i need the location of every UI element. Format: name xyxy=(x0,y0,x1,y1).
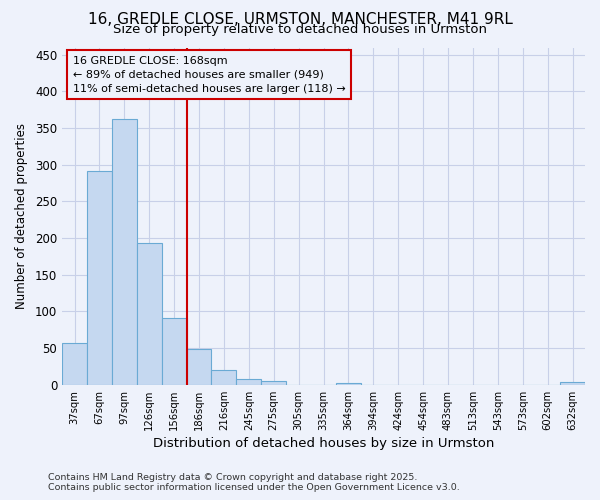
Bar xyxy=(261,381,286,385)
Bar xyxy=(560,382,585,385)
Text: Contains HM Land Registry data © Crown copyright and database right 2025.
Contai: Contains HM Land Registry data © Crown c… xyxy=(48,473,460,492)
Text: 16 GREDLE CLOSE: 168sqm
← 89% of detached houses are smaller (949)
11% of semi-d: 16 GREDLE CLOSE: 168sqm ← 89% of detache… xyxy=(73,56,345,94)
Bar xyxy=(211,370,236,385)
Bar xyxy=(236,379,261,385)
Bar xyxy=(112,120,137,385)
X-axis label: Distribution of detached houses by size in Urmston: Distribution of detached houses by size … xyxy=(153,437,494,450)
Bar xyxy=(62,343,87,385)
Bar xyxy=(87,172,112,385)
Bar xyxy=(187,349,211,385)
Y-axis label: Number of detached properties: Number of detached properties xyxy=(15,123,28,309)
Text: 16, GREDLE CLOSE, URMSTON, MANCHESTER, M41 9RL: 16, GREDLE CLOSE, URMSTON, MANCHESTER, M… xyxy=(88,12,512,28)
Text: Size of property relative to detached houses in Urmston: Size of property relative to detached ho… xyxy=(113,22,487,36)
Bar xyxy=(161,318,187,385)
Bar xyxy=(336,382,361,385)
Bar xyxy=(137,242,161,385)
